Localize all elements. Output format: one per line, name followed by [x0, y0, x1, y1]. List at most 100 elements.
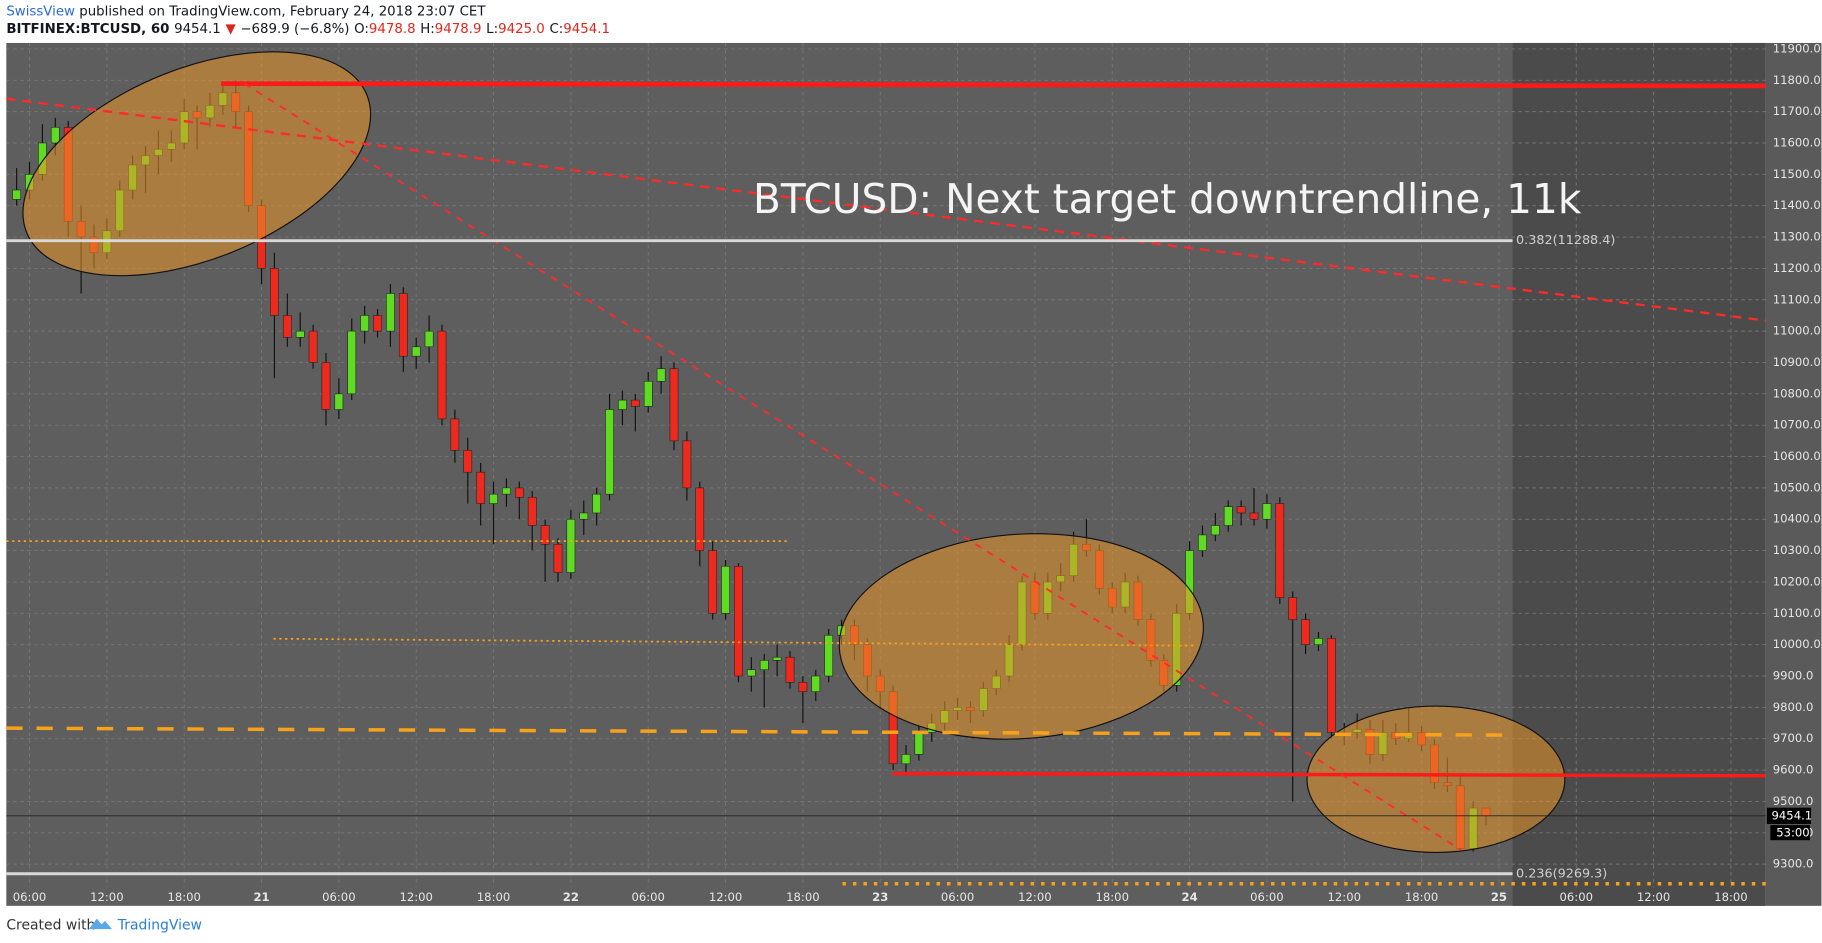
candle-body [901, 754, 911, 765]
candle-body [1314, 638, 1323, 645]
candle-body [527, 497, 537, 526]
x-tick-label: 18:00 [1714, 890, 1747, 904]
candle-body [1288, 597, 1298, 620]
last-price-label: 9454.1 [1772, 808, 1813, 822]
candle-body [476, 471, 486, 504]
brand-logo [88, 918, 113, 930]
candle-body [682, 440, 692, 489]
x-tick-label: 12:00 [709, 890, 742, 904]
orange-dashed-line [6, 726, 1513, 737]
candle-body [1223, 506, 1233, 526]
candle-body [540, 525, 550, 545]
candle-body [824, 634, 834, 677]
x-tick-label: 18:00 [1405, 890, 1438, 904]
candle-body [1301, 619, 1310, 645]
annotation: BTCUSD: Next target downtrendline, 11k [753, 175, 1582, 223]
x-tick-label: 06:00 [1560, 890, 1593, 904]
highlight-ellipse [1306, 705, 1566, 853]
candle-body [1198, 534, 1207, 551]
x-tick-label: 24 [1182, 890, 1198, 904]
candle-body [1262, 503, 1272, 520]
x-tick-label: 18:00 [1096, 890, 1129, 904]
candle-body [347, 330, 357, 395]
y-tick-label: 11600.0 [1773, 135, 1821, 149]
candle-body [772, 656, 782, 661]
candle-body [798, 681, 808, 692]
candle-body [514, 487, 524, 498]
candle-body [1275, 503, 1285, 598]
y-tick-label: 10500.0 [1773, 480, 1821, 494]
candle-body [373, 315, 382, 332]
y-tick-label: 11400.0 [1773, 198, 1821, 212]
ohlc-l-key: L: [486, 22, 498, 37]
y-tick-label: 11100.0 [1773, 292, 1821, 306]
fib-label: 0.382(11288.4) [1516, 233, 1615, 248]
y-tick-label: 10800.0 [1773, 386, 1821, 400]
highlight-ellipse [838, 533, 1204, 740]
downtrend-line [243, 82, 1462, 851]
y-tick-label: 9900.0 [1773, 669, 1814, 683]
candle-body [386, 293, 395, 332]
candle-body [592, 493, 602, 514]
ohlc-c-key: C: [549, 22, 563, 37]
candle-body [1249, 512, 1259, 520]
last-price: 9454.1 [174, 22, 221, 37]
header-line-2: BITFINEX:BTCUSD, 60 9454.1 ▼ −689.9 (−6.… [6, 22, 610, 37]
x-tick-label: 06:00 [13, 890, 46, 904]
ohlc-o-value: 9478.8 [369, 22, 416, 37]
x-tick-label: 06:00 [631, 890, 664, 904]
y-tick-label: 10000.0 [1773, 637, 1821, 651]
candle-body [334, 393, 344, 410]
ohlc-o-key: O: [354, 22, 369, 37]
ohlc-h-value: 9478.9 [435, 22, 482, 37]
candle-body [1236, 506, 1246, 514]
support-line [892, 771, 1766, 778]
candle-body [656, 368, 666, 382]
candle-body [437, 330, 447, 420]
x-tick-label: 12:00 [1018, 890, 1051, 904]
candle-body [914, 732, 924, 755]
y-tick-label: 11500.0 [1773, 167, 1821, 181]
candle-body [424, 330, 434, 348]
candle-body [579, 512, 589, 520]
candle-body [321, 362, 331, 410]
y-tick-label: 10900.0 [1773, 355, 1821, 369]
candle-body [721, 565, 730, 614]
y-tick-label: 11800.0 [1773, 73, 1821, 87]
y-tick-label: 9300.0 [1773, 857, 1814, 871]
candle-body [450, 418, 460, 451]
x-tick-label: 18:00 [786, 890, 819, 904]
x-tick-label: 23 [872, 890, 888, 904]
x-tick-label: 06:00 [941, 890, 974, 904]
candle-body [463, 449, 473, 473]
x-tick-label: 25 [1491, 890, 1507, 904]
candle-body [643, 380, 653, 407]
candle-body [618, 399, 627, 410]
ohlc-l-value: 9425.0 [498, 22, 545, 37]
y-tick-label: 9500.0 [1773, 794, 1814, 808]
candle-body [12, 189, 21, 200]
y-tick-label: 10100.0 [1773, 606, 1821, 620]
author[interactable]: SwissView [6, 5, 75, 20]
candle-body [1327, 638, 1336, 733]
y-tick-label: 10700.0 [1773, 418, 1821, 432]
y-tick-label: 9700.0 [1773, 731, 1814, 745]
y-tick-label: 11700.0 [1773, 104, 1821, 118]
x-tick-label: 12:00 [399, 890, 432, 904]
candle-body [759, 660, 769, 671]
last-price-box [1766, 807, 1812, 824]
candle-body [282, 315, 292, 338]
candle-body [746, 669, 756, 677]
footer-brand[interactable]: TradingView [117, 918, 202, 934]
candle-body [489, 493, 498, 504]
x-tick-label: 18:00 [167, 890, 200, 904]
candle-body [695, 487, 705, 551]
x-tick-label: 06:00 [322, 890, 355, 904]
x-tick-label: 18:00 [477, 890, 510, 904]
x-tick-label: 12:00 [90, 890, 123, 904]
fib-label: 0.236(9269.3) [1516, 866, 1607, 881]
candle-body [308, 330, 318, 363]
candle-body [566, 518, 576, 573]
